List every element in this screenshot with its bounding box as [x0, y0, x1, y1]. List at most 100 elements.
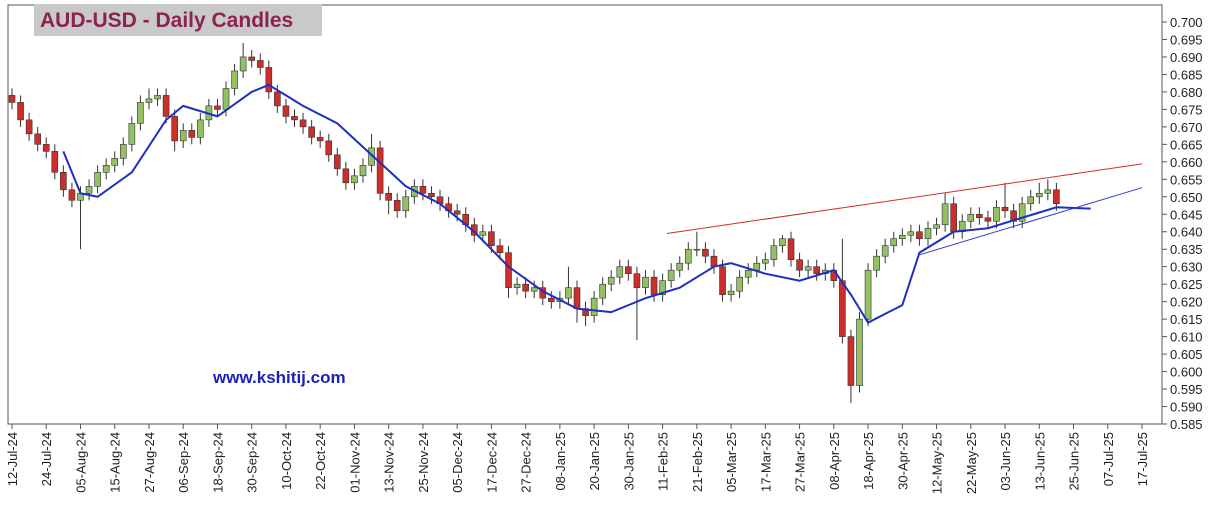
x-tick-label: 07-Jul-25 [1101, 432, 1116, 486]
candle-body [984, 217, 992, 222]
candle-body [607, 276, 615, 285]
candle-body [8, 95, 16, 103]
x-tick-label: 27-Mar-25 [793, 432, 808, 492]
candle-body [385, 192, 392, 201]
candle-body [590, 297, 598, 316]
candle-body [881, 245, 889, 257]
candle-body [359, 165, 367, 177]
chart-title: AUD-USD - Daily Candles [40, 9, 293, 32]
candle-body [933, 224, 940, 229]
candle-body [907, 231, 915, 236]
x-tick-label: 27-Dec-24 [519, 432, 534, 493]
candle-body [659, 280, 666, 295]
trend-line [919, 187, 1143, 256]
x-tick-label: 17-Mar-25 [758, 432, 773, 492]
y-tick-label: 0.680 [1170, 85, 1203, 100]
candle-body [231, 70, 238, 89]
candle-body [25, 119, 33, 135]
y-tick-label: 0.585 [1170, 417, 1203, 432]
x-tick-label: 12-May-25 [930, 432, 945, 494]
trend-line [666, 163, 1143, 234]
x-tick-label: 05-Mar-25 [724, 432, 739, 492]
candle-body [111, 158, 119, 166]
candle-body [342, 168, 350, 184]
candle-body [967, 213, 975, 222]
candle-body [762, 259, 769, 264]
candle-body [916, 231, 923, 240]
candle-body [941, 203, 949, 226]
candle-body [505, 252, 512, 288]
y-tick-label: 0.595 [1170, 382, 1203, 397]
candle-body [325, 140, 333, 156]
candle-body [419, 185, 427, 194]
candle-body [950, 203, 957, 233]
candle-body [787, 238, 795, 261]
candle-body [222, 88, 230, 110]
candle-body [68, 189, 76, 201]
candle-body [60, 172, 67, 191]
candle-body [94, 172, 101, 187]
candle-body [753, 262, 761, 271]
x-tick-label: 21-Feb-25 [690, 432, 705, 492]
candle-body [299, 119, 307, 128]
candle-body [119, 144, 127, 159]
plot-layer [8, 42, 1143, 404]
candle-body [256, 60, 264, 68]
candle-body [1035, 192, 1043, 198]
x-tick-label: 06-Sep-24 [176, 432, 191, 493]
candle-body [813, 266, 820, 274]
candle-body [1001, 206, 1009, 212]
y-tick-label: 0.660 [1170, 155, 1203, 170]
candle-body [291, 116, 298, 121]
candle-body [17, 102, 24, 121]
x-tick-label: 08-Apr-25 [827, 432, 842, 490]
candle-body [719, 266, 726, 295]
x-tick-label: 01-Nov-24 [347, 432, 362, 493]
candle-body [128, 123, 136, 145]
candle-body [376, 147, 384, 194]
x-tick-label: 20-Jan-25 [587, 432, 602, 491]
candle-body [137, 102, 144, 124]
y-tick-label: 0.670 [1170, 120, 1203, 135]
candle-body [847, 336, 855, 386]
candle-body [34, 133, 41, 145]
annotation: www.kshitij.com [212, 368, 346, 387]
candle-body [402, 196, 410, 212]
candle-body [239, 56, 247, 72]
candle-body [856, 318, 863, 386]
y-tick-label: 0.615 [1170, 312, 1203, 327]
candle-body [616, 266, 624, 278]
candle-body [676, 262, 684, 271]
candle-body [248, 56, 255, 61]
candle-body [702, 248, 709, 257]
candle-body [924, 227, 932, 240]
x-tick-label: 13-Nov-24 [382, 432, 397, 493]
candle-body [890, 238, 898, 247]
candle-body [599, 283, 606, 299]
y-tick-label: 0.620 [1170, 295, 1203, 310]
candle-body [171, 116, 178, 142]
x-tick-label: 17-Jul-25 [1135, 432, 1150, 486]
candle-body [976, 213, 983, 219]
candle-body [197, 119, 204, 138]
x-tick-label: 03-Jun-25 [998, 432, 1013, 491]
x-tick-label: 05-Dec-24 [450, 432, 465, 493]
candle-body [522, 283, 529, 292]
x-tick-label: 25-Nov-24 [416, 432, 431, 493]
y-tick-label: 0.630 [1170, 260, 1203, 275]
candle-body [496, 245, 504, 254]
candle-body [625, 266, 632, 274]
candle-body [839, 280, 846, 337]
x-tick-label: 05-Aug-24 [73, 432, 88, 493]
x-tick-label: 24-Jul-24 [39, 432, 54, 486]
x-tick-label: 10-Oct-24 [279, 432, 294, 490]
x-tick-label: 30-Jan-25 [621, 432, 636, 491]
candle-body [265, 67, 273, 93]
candle-body [565, 287, 572, 299]
candle-body [274, 91, 281, 107]
x-tick-label: 25-Jun-25 [1067, 432, 1082, 491]
candle-body [351, 175, 358, 184]
candle-body [102, 165, 110, 173]
x-tick-label: 15-Aug-24 [108, 432, 123, 493]
y-tick-label: 0.635 [1170, 242, 1203, 257]
